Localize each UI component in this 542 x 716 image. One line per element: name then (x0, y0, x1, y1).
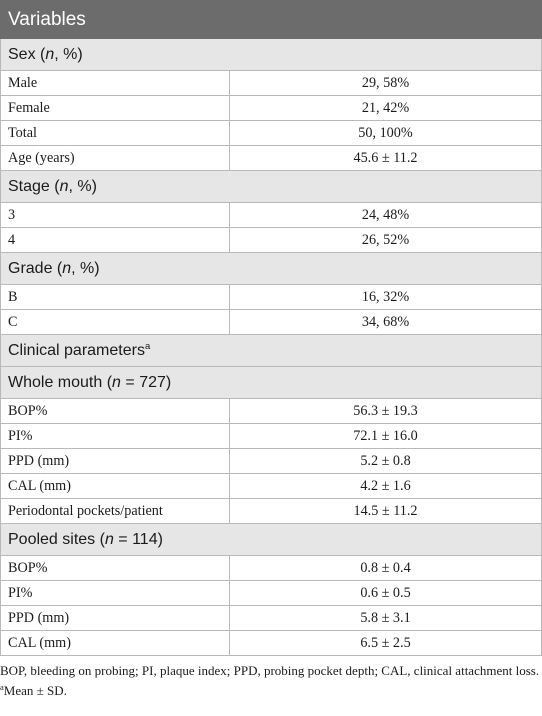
table-row: PI% 0.6 ± 0.5 (0, 580, 542, 606)
row-value: 72.1 ± 16.0 (229, 423, 542, 449)
row-value: 0.8 ± 0.4 (229, 555, 542, 581)
table-row: BOP% 56.3 ± 19.3 (0, 398, 542, 424)
row-value: 16, 32% (229, 284, 542, 310)
row-label: PPD (mm) (0, 605, 230, 631)
heading-text-tail: = 114) (113, 531, 163, 548)
row-label: 3 (0, 202, 230, 228)
row-value: 50, 100% (229, 120, 542, 146)
row-label: Periodontal pockets/patient (0, 498, 230, 524)
table-row: PPD (mm) 5.8 ± 3.1 (0, 605, 542, 631)
row-value: 14.5 ± 11.2 (229, 498, 542, 524)
header-cell: Variables (0, 0, 542, 39)
stage-section-heading: Stage (n, %) (0, 170, 542, 203)
heading-italic-n: n (45, 46, 55, 63)
row-label: CAL (mm) (0, 473, 230, 499)
mean-sd-footnote: aMean ± SD. (0, 682, 541, 700)
table-row: CAL (mm) 6.5 ± 2.5 (0, 630, 542, 656)
heading-italic-n: n (59, 178, 69, 195)
sex-section-row: Sex (n, %) (0, 38, 542, 71)
row-label: Male (0, 70, 230, 96)
heading-text-tail: , %) (68, 178, 97, 195)
row-label: Female (0, 95, 230, 121)
mean-sd-text: Mean ± SD. (3, 683, 67, 698)
row-label: B (0, 284, 230, 310)
row-label: PI% (0, 580, 230, 606)
data-table: Variables Sex (n, %) Male 29, 58% Female 21,… (0, 0, 542, 656)
row-value: 24, 48% (229, 202, 542, 228)
row-value: 21, 42% (229, 95, 542, 121)
table-row: 4 26, 52% (0, 227, 542, 253)
row-value: 56.3 ± 19.3 (229, 398, 542, 424)
row-value: 29, 58% (229, 70, 542, 96)
table-row: Female 21, 42% (0, 95, 542, 121)
row-label: BOP% (0, 555, 230, 581)
heading-text: Whole mouth ( (8, 374, 113, 391)
row-value: 6.5 ± 2.5 (229, 630, 542, 656)
row-value: 45.6 ± 11.2 (229, 145, 542, 171)
row-value: 5.8 ± 3.1 (229, 605, 542, 631)
table-footnotes: BOP, bleeding on probing; PI, plaque ind… (0, 662, 541, 700)
table-row: B 16, 32% (0, 284, 542, 310)
table-row: C 34, 68% (0, 309, 542, 335)
grade-section-heading: Grade (n, %) (0, 252, 542, 285)
row-label: CAL (mm) (0, 630, 230, 656)
heading-text: Sex ( (8, 46, 46, 63)
heading-text: Pooled sites ( (8, 531, 105, 548)
heading-text-tail: = 727) (120, 374, 172, 391)
table-row: Male 29, 58% (0, 70, 542, 96)
whole-mouth-section-row: Whole mouth (n = 727) (0, 366, 542, 399)
heading-superscript: a (144, 341, 151, 352)
table-row: Total 50, 100% (0, 120, 542, 146)
row-value: 34, 68% (229, 309, 542, 335)
heading-text-tail: , %) (54, 46, 83, 63)
row-label: Age (years) (0, 145, 230, 171)
heading-italic-n: n (62, 260, 72, 277)
stage-section-row: Stage (n, %) (0, 170, 542, 203)
clinical-section-heading: Clinical parametersa (0, 334, 542, 367)
table-row: Age (years) 45.6 ± 11.2 (0, 145, 542, 171)
table-row: BOP% 0.8 ± 0.4 (0, 555, 542, 581)
whole-mouth-section-heading: Whole mouth (n = 727) (0, 366, 542, 399)
heading-italic-n: n (104, 531, 114, 548)
row-label: BOP% (0, 398, 230, 424)
table-header-row: Variables (0, 0, 542, 39)
heading-italic-n: n (112, 374, 121, 391)
heading-text-tail: , %) (71, 260, 100, 277)
table-row: PI% 72.1 ± 16.0 (0, 423, 542, 449)
row-value: 26, 52% (229, 227, 542, 253)
sex-section-heading: Sex (n, %) (0, 38, 542, 71)
row-label: C (0, 309, 230, 335)
pooled-sites-section-heading: Pooled sites (n = 114) (0, 523, 542, 556)
footnote-superscript: a (0, 682, 4, 692)
row-label: 4 (0, 227, 230, 253)
pooled-sites-section-row: Pooled sites (n = 114) (0, 523, 542, 556)
row-label: PI% (0, 423, 230, 449)
row-value: 4.2 ± 1.6 (229, 473, 542, 499)
abbreviation-footnote: BOP, bleeding on probing; PI, plaque ind… (0, 663, 540, 678)
heading-text: Clinical parameters (8, 342, 145, 359)
row-label: PPD (mm) (0, 448, 230, 474)
row-label: Total (0, 120, 230, 146)
heading-text: Stage ( (8, 178, 60, 195)
table-row: CAL (mm) 4.2 ± 1.6 (0, 473, 542, 499)
clinical-section-row: Clinical parametersa (0, 334, 542, 367)
table-row: PPD (mm) 5.2 ± 0.8 (0, 448, 542, 474)
row-value: 5.2 ± 0.8 (229, 448, 542, 474)
grade-section-row: Grade (n, %) (0, 252, 542, 285)
table-row: 3 24, 48% (0, 202, 542, 228)
row-value: 0.6 ± 0.5 (229, 580, 542, 606)
table-row: Periodontal pockets/patient 14.5 ± 11.2 (0, 498, 542, 524)
heading-text: Grade ( (8, 260, 63, 277)
